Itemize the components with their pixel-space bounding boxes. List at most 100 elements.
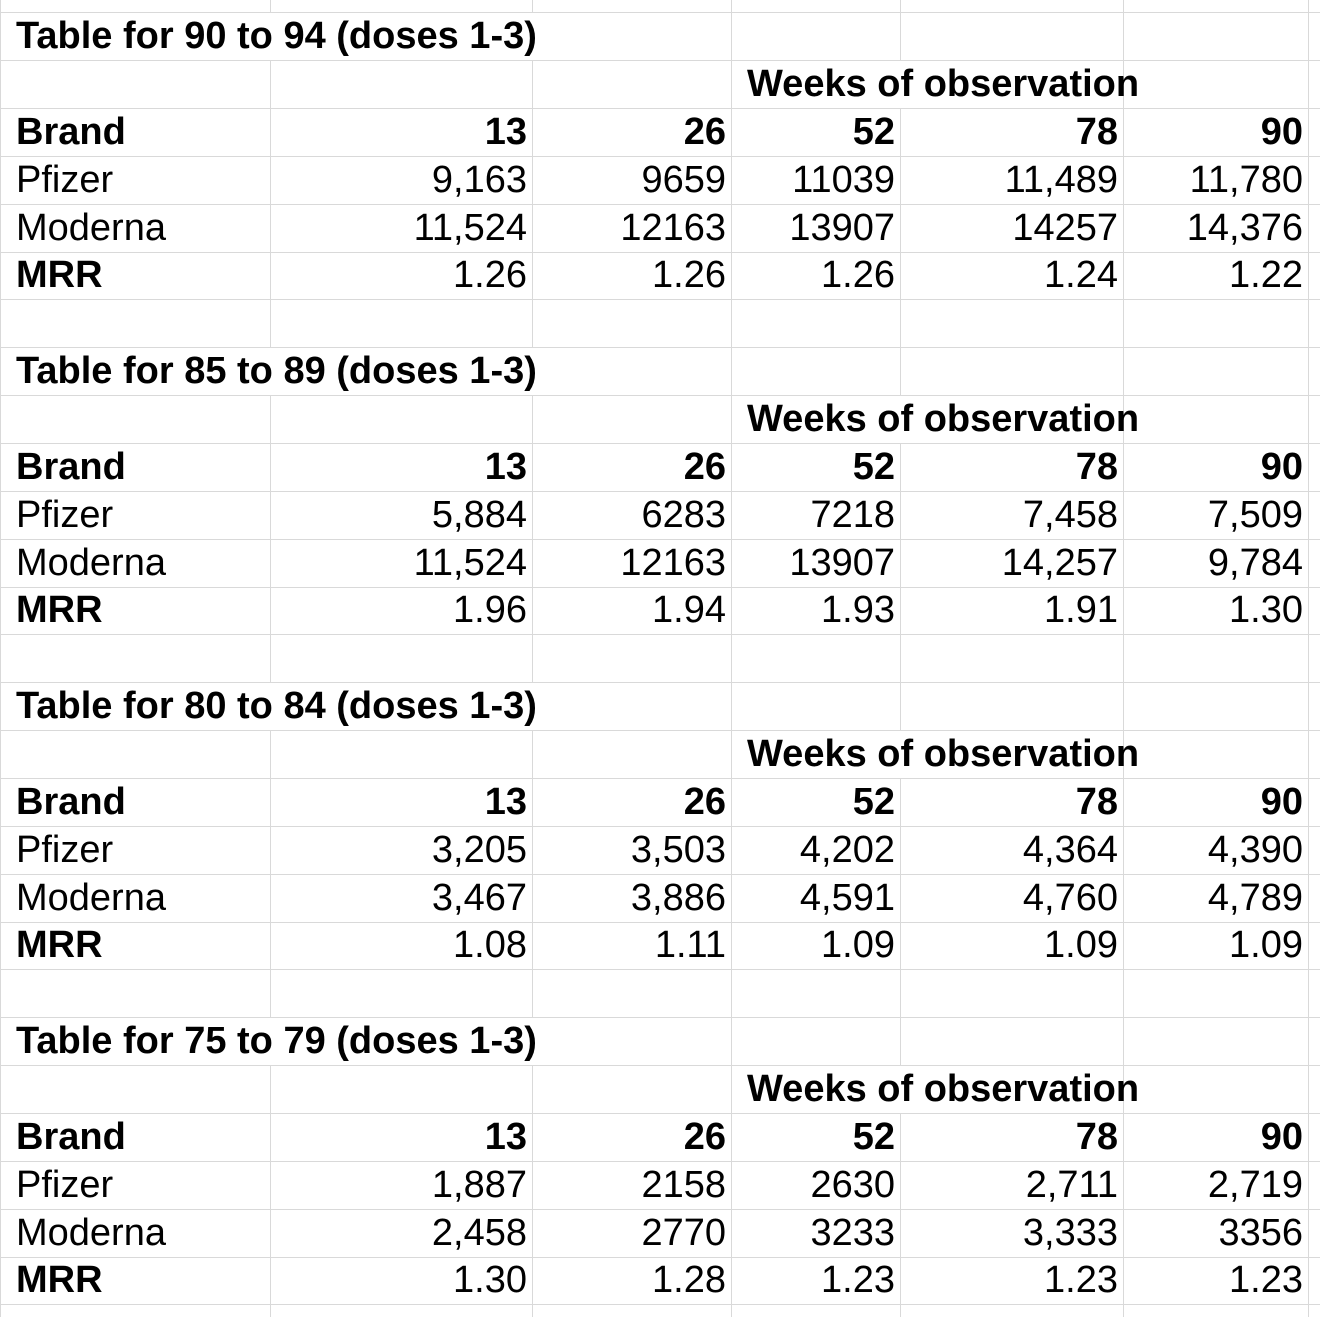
week-header-cell[interactable]: 78 bbox=[901, 779, 1124, 827]
brand-label-cell[interactable]: Moderna bbox=[0, 540, 271, 588]
empty-cell[interactable] bbox=[732, 635, 901, 683]
empty-cell[interactable] bbox=[901, 300, 1124, 348]
value-cell[interactable]: 2,711 bbox=[901, 1162, 1124, 1210]
value-cell[interactable]: 3,886 bbox=[533, 875, 732, 923]
empty-cell[interactable] bbox=[1309, 1305, 1320, 1317]
empty-cell[interactable] bbox=[1124, 348, 1309, 396]
week-header-cell[interactable]: 90 bbox=[1124, 1114, 1309, 1162]
empty-cell[interactable] bbox=[1124, 635, 1309, 683]
value-cell[interactable]: 1.26 bbox=[533, 252, 732, 300]
value-cell[interactable]: 7,458 bbox=[901, 492, 1124, 540]
value-cell[interactable]: 6283 bbox=[533, 492, 732, 540]
empty-cell[interactable] bbox=[1309, 922, 1320, 970]
empty-cell[interactable] bbox=[1309, 779, 1320, 827]
empty-cell[interactable] bbox=[732, 300, 901, 348]
week-header-cell[interactable]: 26 bbox=[533, 1114, 732, 1162]
empty-cell[interactable] bbox=[1309, 61, 1320, 109]
week-header-cell[interactable]: 26 bbox=[533, 109, 732, 157]
value-cell[interactable]: 1,887 bbox=[271, 1162, 533, 1210]
empty-cell[interactable] bbox=[1124, 300, 1309, 348]
empty-cell[interactable] bbox=[0, 635, 271, 683]
empty-cell[interactable] bbox=[1309, 635, 1320, 683]
empty-cell[interactable] bbox=[533, 396, 732, 444]
empty-cell[interactable] bbox=[271, 61, 533, 109]
empty-cell[interactable] bbox=[901, 0, 1124, 13]
value-cell[interactable]: 1.09 bbox=[1124, 922, 1309, 970]
value-cell[interactable]: 1.30 bbox=[271, 1257, 533, 1305]
value-cell[interactable]: 1.09 bbox=[901, 922, 1124, 970]
empty-cell[interactable] bbox=[1309, 300, 1320, 348]
empty-cell[interactable] bbox=[1309, 731, 1320, 779]
value-cell[interactable]: 3233 bbox=[732, 1210, 901, 1258]
empty-cell[interactable] bbox=[1309, 492, 1320, 540]
brand-header-cell[interactable]: Brand bbox=[0, 109, 271, 157]
brand-label-cell[interactable]: Pfizer bbox=[0, 1162, 271, 1210]
empty-cell[interactable] bbox=[533, 1305, 732, 1317]
empty-cell[interactable] bbox=[533, 300, 732, 348]
weeks-of-observation-cell[interactable]: Weeks of observation bbox=[732, 1066, 1139, 1114]
value-cell[interactable]: 14257 bbox=[901, 205, 1124, 253]
value-cell[interactable]: 9,163 bbox=[271, 157, 533, 205]
empty-cell[interactable] bbox=[271, 1305, 533, 1317]
value-cell[interactable]: 11039 bbox=[732, 157, 901, 205]
empty-cell[interactable] bbox=[271, 396, 533, 444]
weeks-of-observation-cell[interactable]: Weeks of observation bbox=[732, 731, 1139, 779]
empty-cell[interactable] bbox=[732, 683, 901, 731]
empty-cell[interactable] bbox=[732, 1305, 901, 1317]
empty-cell[interactable] bbox=[1124, 61, 1309, 109]
empty-cell[interactable] bbox=[1309, 827, 1320, 875]
value-cell[interactable]: 1.28 bbox=[533, 1257, 732, 1305]
week-header-cell[interactable]: 78 bbox=[901, 1114, 1124, 1162]
empty-cell[interactable] bbox=[901, 13, 1124, 61]
value-cell[interactable]: 4,789 bbox=[1124, 875, 1309, 923]
value-cell[interactable]: 13907 bbox=[732, 205, 901, 253]
value-cell[interactable]: 1.23 bbox=[901, 1257, 1124, 1305]
value-cell[interactable]: 7,509 bbox=[1124, 492, 1309, 540]
value-cell[interactable]: 2158 bbox=[533, 1162, 732, 1210]
brand-header-cell[interactable]: Brand bbox=[0, 779, 271, 827]
brand-label-cell[interactable]: Pfizer bbox=[0, 157, 271, 205]
empty-cell[interactable] bbox=[1309, 1162, 1320, 1210]
empty-cell[interactable] bbox=[0, 0, 271, 13]
empty-cell[interactable] bbox=[901, 348, 1124, 396]
value-cell[interactable]: 2630 bbox=[732, 1162, 901, 1210]
empty-cell[interactable] bbox=[1309, 109, 1320, 157]
empty-cell[interactable] bbox=[0, 1305, 271, 1317]
value-cell[interactable]: 3,503 bbox=[533, 827, 732, 875]
empty-cell[interactable] bbox=[533, 1066, 732, 1114]
empty-cell[interactable] bbox=[0, 300, 271, 348]
table-title-cell[interactable]: Table for 90 to 94 (doses 1-3) bbox=[0, 13, 732, 61]
week-header-cell[interactable]: 52 bbox=[732, 109, 901, 157]
empty-cell[interactable] bbox=[1309, 970, 1320, 1018]
empty-cell[interactable] bbox=[0, 970, 271, 1018]
value-cell[interactable]: 12163 bbox=[533, 205, 732, 253]
empty-cell[interactable] bbox=[0, 61, 271, 109]
week-header-cell[interactable]: 78 bbox=[901, 109, 1124, 157]
empty-cell[interactable] bbox=[732, 1018, 901, 1066]
empty-cell[interactable] bbox=[0, 396, 271, 444]
value-cell[interactable]: 11,524 bbox=[271, 205, 533, 253]
empty-cell[interactable] bbox=[1124, 1066, 1309, 1114]
week-header-cell[interactable]: 13 bbox=[271, 779, 533, 827]
brand-label-cell[interactable]: Moderna bbox=[0, 205, 271, 253]
week-header-cell[interactable]: 78 bbox=[901, 444, 1124, 492]
value-cell[interactable]: 1.09 bbox=[732, 922, 901, 970]
week-header-cell[interactable]: 13 bbox=[271, 109, 533, 157]
mrr-label-cell[interactable]: MRR bbox=[0, 252, 271, 300]
empty-cell[interactable] bbox=[732, 348, 901, 396]
empty-cell[interactable] bbox=[1124, 13, 1309, 61]
empty-cell[interactable] bbox=[901, 1305, 1124, 1317]
value-cell[interactable]: 3,333 bbox=[901, 1210, 1124, 1258]
value-cell[interactable]: 1.23 bbox=[1124, 1257, 1309, 1305]
brand-label-cell[interactable]: Moderna bbox=[0, 875, 271, 923]
empty-cell[interactable] bbox=[533, 635, 732, 683]
week-header-cell[interactable]: 52 bbox=[732, 779, 901, 827]
empty-cell[interactable] bbox=[1309, 1210, 1320, 1258]
table-title-cell[interactable]: Table for 85 to 89 (doses 1-3) bbox=[0, 348, 732, 396]
empty-cell[interactable] bbox=[1309, 348, 1320, 396]
empty-cell[interactable] bbox=[901, 1018, 1124, 1066]
value-cell[interactable]: 2,458 bbox=[271, 1210, 533, 1258]
week-header-cell[interactable]: 26 bbox=[533, 779, 732, 827]
empty-cell[interactable] bbox=[1309, 444, 1320, 492]
empty-cell[interactable] bbox=[1124, 970, 1309, 1018]
